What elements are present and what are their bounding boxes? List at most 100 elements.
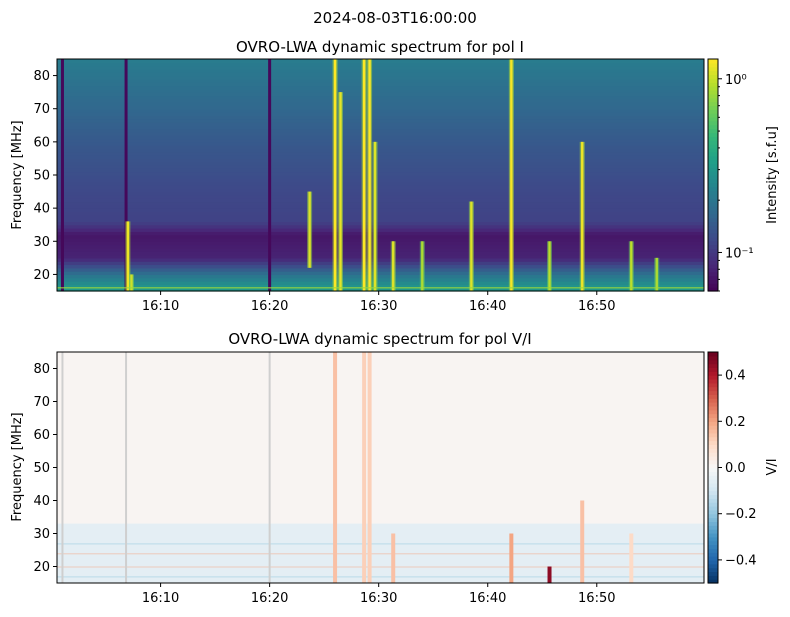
burst-core xyxy=(470,201,473,291)
spectrum-band xyxy=(57,65,704,70)
burst-core xyxy=(126,221,130,291)
burst-core xyxy=(333,59,337,291)
spectrum-band xyxy=(57,78,704,83)
colorbar-segment xyxy=(708,229,718,234)
colorbar-segment xyxy=(708,171,718,176)
colorbar-segment xyxy=(708,378,718,384)
vi-rfi-streak xyxy=(57,553,704,555)
colorbar-segment xyxy=(708,429,718,434)
burst-core xyxy=(548,241,551,291)
spectrum-band xyxy=(57,267,704,272)
spectrum-band xyxy=(57,218,704,222)
spectrum-band xyxy=(57,62,704,67)
heatmap-pol-vi[interactable] xyxy=(57,352,704,583)
spectrum-band xyxy=(57,141,704,146)
colorbar-segment xyxy=(708,509,718,515)
colorbar-segment xyxy=(708,471,718,476)
colorbar-segment xyxy=(708,132,718,137)
colorbar-segment xyxy=(708,89,718,95)
spectrum-band xyxy=(57,165,704,169)
y-tick-label: 20 xyxy=(33,268,50,283)
spectrum-band xyxy=(57,85,704,90)
spectrum-band xyxy=(57,115,704,120)
spectrum-band xyxy=(57,234,704,239)
vi-rfi-streak xyxy=(57,576,704,578)
colorbar-segment xyxy=(708,486,718,492)
spectrum-band xyxy=(57,281,704,285)
colorbar-tick-label: 0.4 xyxy=(725,369,746,384)
colorbar-segment xyxy=(708,475,718,480)
colorbar-segment xyxy=(708,175,718,180)
colorbar-segment xyxy=(708,260,718,265)
colorbar-segment xyxy=(708,536,718,542)
colorbar-segment xyxy=(708,128,718,134)
vi-burst xyxy=(362,352,367,583)
spectrum-band xyxy=(57,175,704,179)
spectrum-band xyxy=(57,277,704,282)
colorbar-segment xyxy=(708,517,718,522)
spectrum-band xyxy=(57,261,704,266)
x-tick-label: 16:50 xyxy=(578,591,615,606)
colorbar-segment xyxy=(708,117,718,122)
burst-core xyxy=(130,274,133,291)
colorbar-segment xyxy=(708,159,718,164)
spectrum-band xyxy=(57,82,704,87)
spectrum-band xyxy=(57,198,704,203)
y-tick-label: 60 xyxy=(33,135,50,150)
burst-core xyxy=(392,241,395,291)
spectrum-band xyxy=(57,251,704,256)
colorbar-segment xyxy=(708,59,718,64)
colorbar-segment xyxy=(708,221,718,226)
x-tick-label: 16:50 xyxy=(578,299,615,314)
y-tick-label: 50 xyxy=(33,169,50,184)
vi-burst xyxy=(580,500,585,583)
colorbar-segment xyxy=(708,559,718,565)
spectrum-band xyxy=(57,168,704,173)
colorbar-segment xyxy=(708,525,718,530)
colorbar-segment xyxy=(708,186,718,192)
colorbar-segment xyxy=(708,93,718,99)
colorbar-segment xyxy=(708,209,718,215)
spectrum-band xyxy=(57,228,704,232)
colorbar-segment xyxy=(708,425,718,430)
colorbar-segment xyxy=(708,394,718,399)
data-dropout xyxy=(124,59,128,291)
colorbar-segment xyxy=(708,136,718,141)
burst-core xyxy=(421,241,424,291)
spectrum-band xyxy=(57,244,704,249)
colorbar-pol-vi: 0.4 0.2 0.0 −0.2 −0.4 xyxy=(707,351,757,584)
colorbar-segment xyxy=(708,279,718,284)
colorbar-segment xyxy=(708,436,718,442)
spectrum-band xyxy=(57,237,704,242)
heatmap-pol-i[interactable] xyxy=(57,59,704,292)
spectrum-band xyxy=(57,201,704,206)
burst-core xyxy=(362,59,366,291)
axes-pol-vi: 16:10 16:20 16:30 16:40 16:50 20 30 40 50 60 70 80 xyxy=(33,351,705,606)
vi-burst xyxy=(629,533,634,583)
burst-core xyxy=(339,92,342,292)
colorbar-segment xyxy=(708,151,718,157)
colorbar-segment xyxy=(708,502,718,507)
colorbar-segment xyxy=(708,556,718,561)
spectrum-band xyxy=(57,118,704,123)
colorbar-segment xyxy=(708,198,718,203)
burst-core xyxy=(308,191,311,268)
colorbar-segment xyxy=(708,563,718,569)
burst-core xyxy=(630,241,633,291)
colorbar-segment xyxy=(708,267,718,273)
colorbar-segment xyxy=(708,202,718,207)
vi-dropout xyxy=(61,352,64,583)
colorbar-segment xyxy=(708,421,718,426)
vi-burst xyxy=(367,352,372,583)
spectrum-band xyxy=(57,75,704,80)
spectrum-band xyxy=(57,158,704,163)
spectrum-band xyxy=(57,224,704,229)
y-tick-label: 80 xyxy=(33,362,50,377)
colorbar-tick-label: 10⁰ xyxy=(725,73,747,88)
spectrum-band xyxy=(57,131,704,136)
vi-burst xyxy=(547,566,552,583)
colorbar-segment xyxy=(708,144,718,149)
colorbar-segment xyxy=(708,233,718,238)
spectrum-band xyxy=(57,191,704,196)
colorbar-segment xyxy=(708,178,718,184)
